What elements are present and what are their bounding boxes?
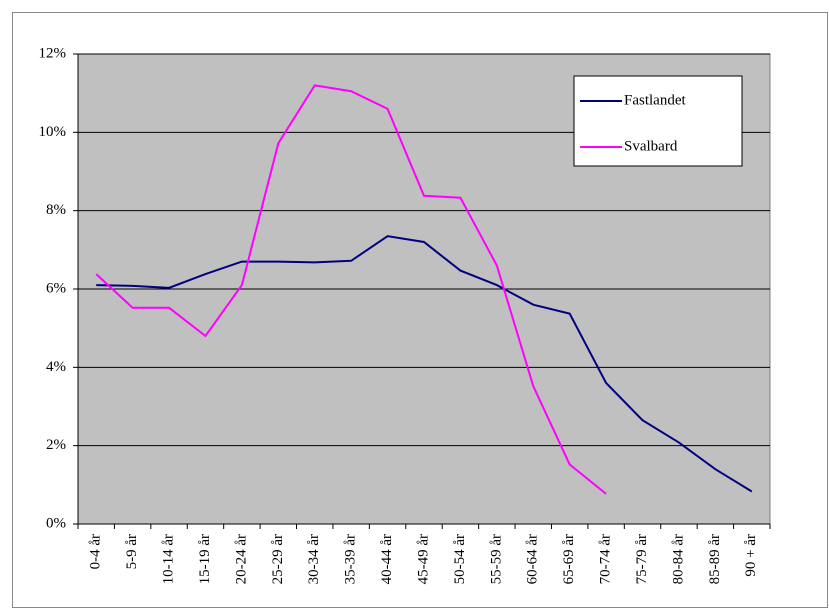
x-tick-label: 50-54 år: [452, 534, 468, 584]
x-tick-label: 80-84 år: [670, 534, 686, 584]
x-tick-label: 70-74 år: [598, 534, 614, 584]
x-tick-label: 20-24 år: [233, 534, 249, 584]
x-tick-label: 65-69 år: [561, 534, 577, 584]
x-tick-label: 35-39 år: [343, 534, 359, 584]
y-tick-label: 4%: [46, 359, 66, 375]
x-tick-label: 30-34 år: [306, 534, 322, 584]
x-tick-label: 0-4 år: [88, 534, 104, 569]
x-tick-label: 60-64 år: [525, 534, 541, 584]
x-tick-label: 85-89 år: [707, 534, 723, 584]
x-tick-label: 90 + år: [743, 534, 759, 577]
y-tick-label: 10%: [39, 124, 67, 140]
x-tick-label: 10-14 år: [160, 534, 176, 584]
series-line: [95, 84, 607, 495]
y-tick-label: 12%: [39, 45, 67, 61]
x-tick-label: 40-44 år: [379, 534, 395, 584]
x-tick-label: 15-19 år: [197, 534, 213, 584]
x-tick-label: 25-29 år: [270, 534, 286, 584]
legend-label: Fastlandet: [624, 92, 686, 108]
x-tick-label: 45-49 år: [415, 534, 431, 584]
legend-label: Svalbard: [624, 138, 678, 154]
y-tick-label: 0%: [46, 515, 66, 531]
series-line: [96, 235, 753, 493]
legend-box: [573, 75, 743, 167]
y-tick-label: 8%: [46, 202, 66, 218]
x-tick-label: 5-9 år: [124, 534, 140, 569]
y-tick-label: 6%: [46, 280, 66, 296]
y-tick-label: 2%: [46, 437, 66, 453]
x-tick-label: 75-79 år: [634, 534, 650, 584]
x-tick-label: 55-59 år: [488, 534, 504, 584]
